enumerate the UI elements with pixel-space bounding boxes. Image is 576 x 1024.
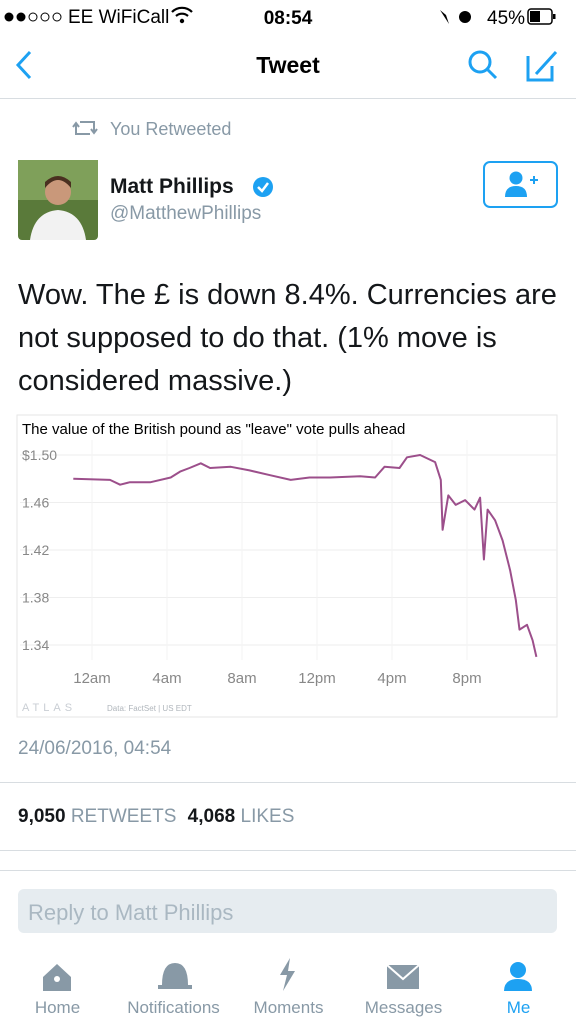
retweet-context: You Retweeted [110, 119, 232, 139]
timestamp: 24/06/2016, 04:54 [18, 738, 172, 759]
y-tick-label: 1.42 [22, 542, 49, 558]
y-tick-label: 1.46 [22, 494, 49, 510]
x-tick-label: 12pm [298, 670, 336, 687]
reply-placeholder: Reply to Matt Phillips [28, 900, 234, 925]
search-button[interactable] [468, 50, 498, 80]
divider [0, 98, 576, 99]
retweet-count: 9,050 [18, 806, 66, 827]
like-count: 4,068 [187, 806, 236, 827]
like-label: LIKES [240, 806, 295, 827]
tweet-text: Wow. The £ is down 8.4%. Currencies are … [18, 279, 557, 397]
x-tick-label: 12am [73, 670, 111, 687]
status-bar: EE WiFiCall 08:54 45% [4, 6, 556, 29]
tab[interactable]: Messages [364, 998, 443, 1017]
divider [0, 870, 576, 871]
tab[interactable]: Home [34, 998, 81, 1017]
author-handle: @MatthewPhillips [110, 203, 262, 224]
battery-level: 45% [487, 8, 525, 29]
x-tick-label: 4am [152, 670, 181, 687]
avatar[interactable] [18, 160, 98, 240]
x-tick-label: 8am [227, 670, 256, 687]
engagement-stats[interactable]: 9,050 RETWEETS 4,068 LIKES [18, 806, 294, 828]
follow-button[interactable] [483, 161, 558, 208]
retweet-label: RETWEETS [70, 806, 177, 827]
chart-source: Data: FactSet | US EDT [107, 704, 192, 713]
divider [0, 850, 576, 851]
tab-icons [43, 958, 532, 991]
nav-title: Tweet [256, 52, 320, 78]
reply-box[interactable]: Reply to Matt Phillips [18, 889, 557, 933]
clock: 08:54 [264, 8, 313, 29]
tab[interactable]: Moments [253, 998, 324, 1017]
y-tick-label: 1.38 [22, 590, 49, 606]
x-tick-label: 8pm [452, 670, 481, 687]
verified-badge [253, 177, 273, 197]
y-tick-label: $1.50 [22, 447, 57, 463]
price-line [73, 454, 538, 658]
divider [0, 782, 576, 783]
chart-brand: ATLAS [22, 702, 76, 714]
tab[interactable]: Me [506, 998, 531, 1017]
x-tick-label: 4pm [377, 670, 406, 687]
nav-bar: Tweet [15, 50, 558, 82]
compose-button[interactable] [526, 50, 558, 82]
chart-title: The value of the British pound as "leave… [22, 421, 405, 438]
author-name[interactable]: Matt Phillips [110, 175, 234, 198]
chart-frame [16, 414, 558, 718]
tab[interactable]: Notifications [127, 998, 220, 1017]
carrier: EE WiFiCall [68, 7, 169, 28]
back-button[interactable] [15, 50, 32, 80]
retweet-icon [72, 121, 98, 135]
y-tick-label: 1.34 [22, 637, 49, 653]
